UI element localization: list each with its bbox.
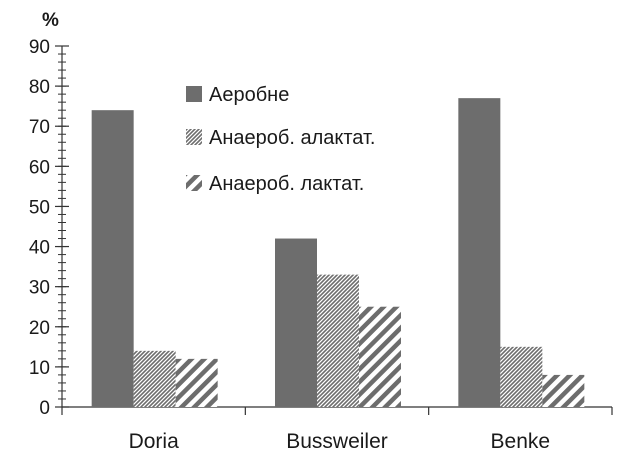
legend-swatch-1 — [186, 86, 202, 102]
bar-doria-series-2 — [133, 350, 176, 407]
bar-benke-series-1 — [458, 98, 501, 408]
y-tick-label: 20 — [29, 318, 50, 339]
y-tick-label: 50 — [29, 197, 50, 218]
x-category-labels: Doria Bussweiler Benke — [129, 430, 551, 453]
bar-benke-series-3 — [542, 374, 585, 407]
x-category-label: Benke — [491, 430, 551, 453]
bars — [91, 98, 585, 408]
y-tick-label: 0 — [39, 398, 50, 419]
legend-label-3: Анаероб. лактат. — [209, 173, 364, 195]
bar-benke-series-2 — [500, 346, 543, 407]
legend-swatch-2 — [186, 129, 202, 145]
x-category-label: Doria — [129, 430, 180, 453]
legend-label-2: Анаероб. алактат. — [209, 127, 375, 149]
legend-label-1: Аеробне — [209, 84, 289, 106]
bar-doria-series-1 — [91, 110, 134, 407]
y-tick-label: 90 — [29, 37, 50, 58]
y-axis-label: % — [42, 10, 59, 31]
bar-bussweiler-series-3 — [359, 306, 401, 407]
legend: Аеробне Анаероб. алактат. Анаероб. лактат. — [186, 84, 375, 195]
y-tick-label: 10 — [29, 358, 50, 379]
y-tick-label: 80 — [29, 77, 50, 98]
y-ticks: 0 10 20 30 40 50 60 70 80 90 — [29, 37, 69, 419]
y-tick-label: 40 — [29, 238, 50, 259]
y-tick-label: 70 — [29, 117, 50, 138]
bar-bussweiler-series-1 — [275, 238, 317, 407]
bar-doria-series-3 — [175, 358, 218, 407]
x-category-label: Bussweiler — [286, 430, 388, 453]
y-tick-label: 30 — [29, 278, 50, 299]
legend-swatch-3 — [186, 175, 202, 191]
bar-bussweiler-series-2 — [317, 274, 359, 407]
y-tick-label: 60 — [29, 157, 50, 178]
